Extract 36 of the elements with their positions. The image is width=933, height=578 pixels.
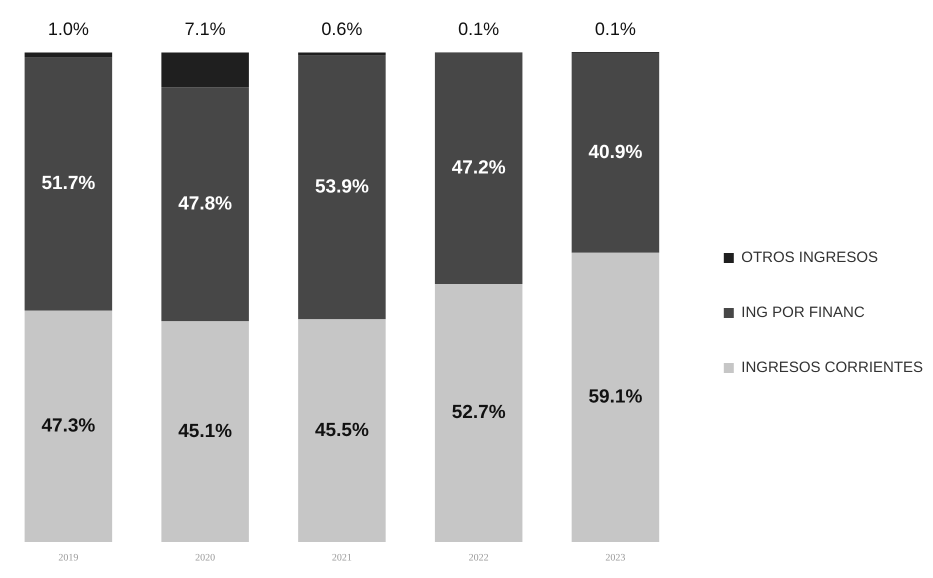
bar	[434, 52, 522, 284]
bar	[434, 284, 522, 542]
data-label: 59.1%	[588, 386, 642, 408]
x-tick-label: 2020	[195, 552, 216, 564]
data-label: 47.2%	[452, 158, 506, 179]
data-label: 0.6%	[321, 18, 362, 39]
data-label: 53.9%	[314, 176, 369, 198]
legend-label: OTROS INGRESOS	[741, 249, 878, 266]
data-label: 47.8%	[178, 193, 232, 214]
data-label: 0.1%	[594, 18, 636, 39]
data-label: 45.1%	[178, 420, 232, 442]
x-tick-label: 2019	[58, 552, 78, 564]
x-tick-label: 2023	[605, 552, 626, 564]
bar	[24, 57, 112, 310]
bar	[161, 321, 249, 542]
bar	[298, 319, 386, 542]
bar	[161, 87, 249, 322]
data-label: 0.1%	[458, 18, 500, 39]
data-label: 7.1%	[184, 18, 226, 39]
bar	[161, 52, 249, 88]
data-label: 45.5%	[314, 420, 369, 441]
data-label: 47.3%	[41, 415, 96, 436]
bar	[24, 52, 112, 58]
bar	[572, 52, 660, 253]
x-tick-label: 2022	[468, 552, 489, 564]
legend-label: INGRESOS CORRIENTES	[741, 359, 924, 376]
legend-label: ING POR FINANC	[741, 304, 865, 322]
bar	[298, 55, 386, 320]
bar	[298, 52, 386, 56]
data-label: 51.7%	[41, 173, 96, 194]
data-label: 40.9%	[588, 142, 642, 163]
data-label: 1.0%	[48, 18, 89, 39]
bar	[24, 310, 112, 542]
x-tick-label: 2021	[332, 552, 352, 564]
data-label: 52.7%	[452, 402, 506, 424]
bar	[572, 252, 660, 542]
